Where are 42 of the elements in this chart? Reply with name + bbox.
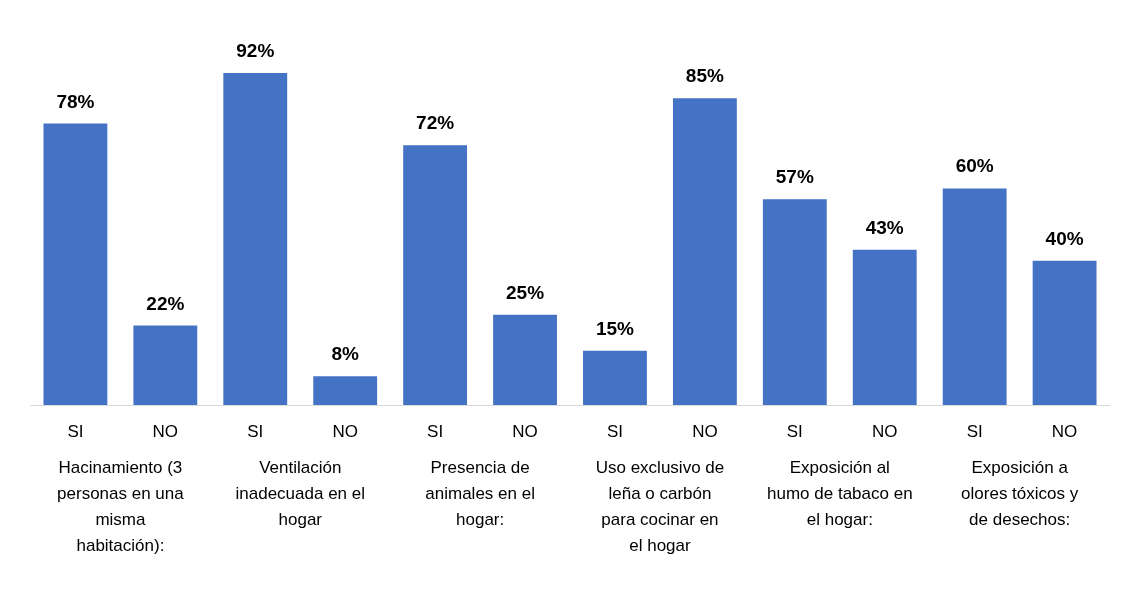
- data-label: 40%: [1045, 227, 1084, 249]
- x-tick-label: NO: [871, 421, 898, 441]
- text: Uso exclusivo de leña o carbón para cocinar en el hogar: [595, 458, 725, 555]
- text: Exposición a olores tóxicos y de desechos:: [961, 458, 1079, 529]
- data-label: 78%: [56, 90, 95, 112]
- bar: [313, 376, 378, 405]
- x-tick-label: SI: [606, 421, 623, 441]
- x-tick-label: NO: [512, 421, 538, 441]
- data-label: 15%: [595, 317, 635, 339]
- bar: [493, 314, 557, 405]
- x-tick-label: NO: [332, 421, 358, 441]
- x-tick-label: SI: [966, 421, 983, 441]
- x-tick-label: SI: [786, 421, 803, 441]
- bar: [223, 73, 288, 405]
- bar: [762, 199, 827, 405]
- x-tick-label: SI: [67, 421, 84, 441]
- data-label: 57%: [775, 166, 814, 188]
- bar: [672, 98, 737, 405]
- data-label: 22%: [146, 292, 185, 314]
- text: Presencia de animales en el hogar:: [425, 458, 535, 529]
- text: Ventilación inadecuada en el hogar: [235, 458, 366, 529]
- bar: [133, 325, 198, 405]
- data-label: 92%: [236, 40, 275, 61]
- x-tick-label: NO: [692, 421, 718, 441]
- x-tick-label: NO: [152, 421, 179, 441]
- bar: [403, 145, 468, 405]
- x-tick-label: NO: [1051, 421, 1078, 441]
- x-tick-label: SI: [247, 421, 264, 441]
- text: Exposición al humo de tabaco en el hogar:: [767, 458, 913, 529]
- data-label: 72%: [416, 112, 455, 134]
- bar: [583, 350, 647, 405]
- bar: [1032, 260, 1097, 405]
- data-label: 60%: [955, 155, 994, 177]
- bar: [43, 123, 108, 405]
- data-label: 85%: [685, 65, 725, 87]
- bar: [942, 188, 1007, 405]
- data-label: 8%: [331, 343, 360, 365]
- data-label: 25%: [506, 281, 545, 303]
- x-tick-label: SI: [427, 421, 444, 441]
- text: Hacinamiento (3 personas en una misma habitación):: [57, 458, 185, 555]
- bar: [852, 249, 917, 405]
- data-label: 43%: [865, 216, 904, 238]
